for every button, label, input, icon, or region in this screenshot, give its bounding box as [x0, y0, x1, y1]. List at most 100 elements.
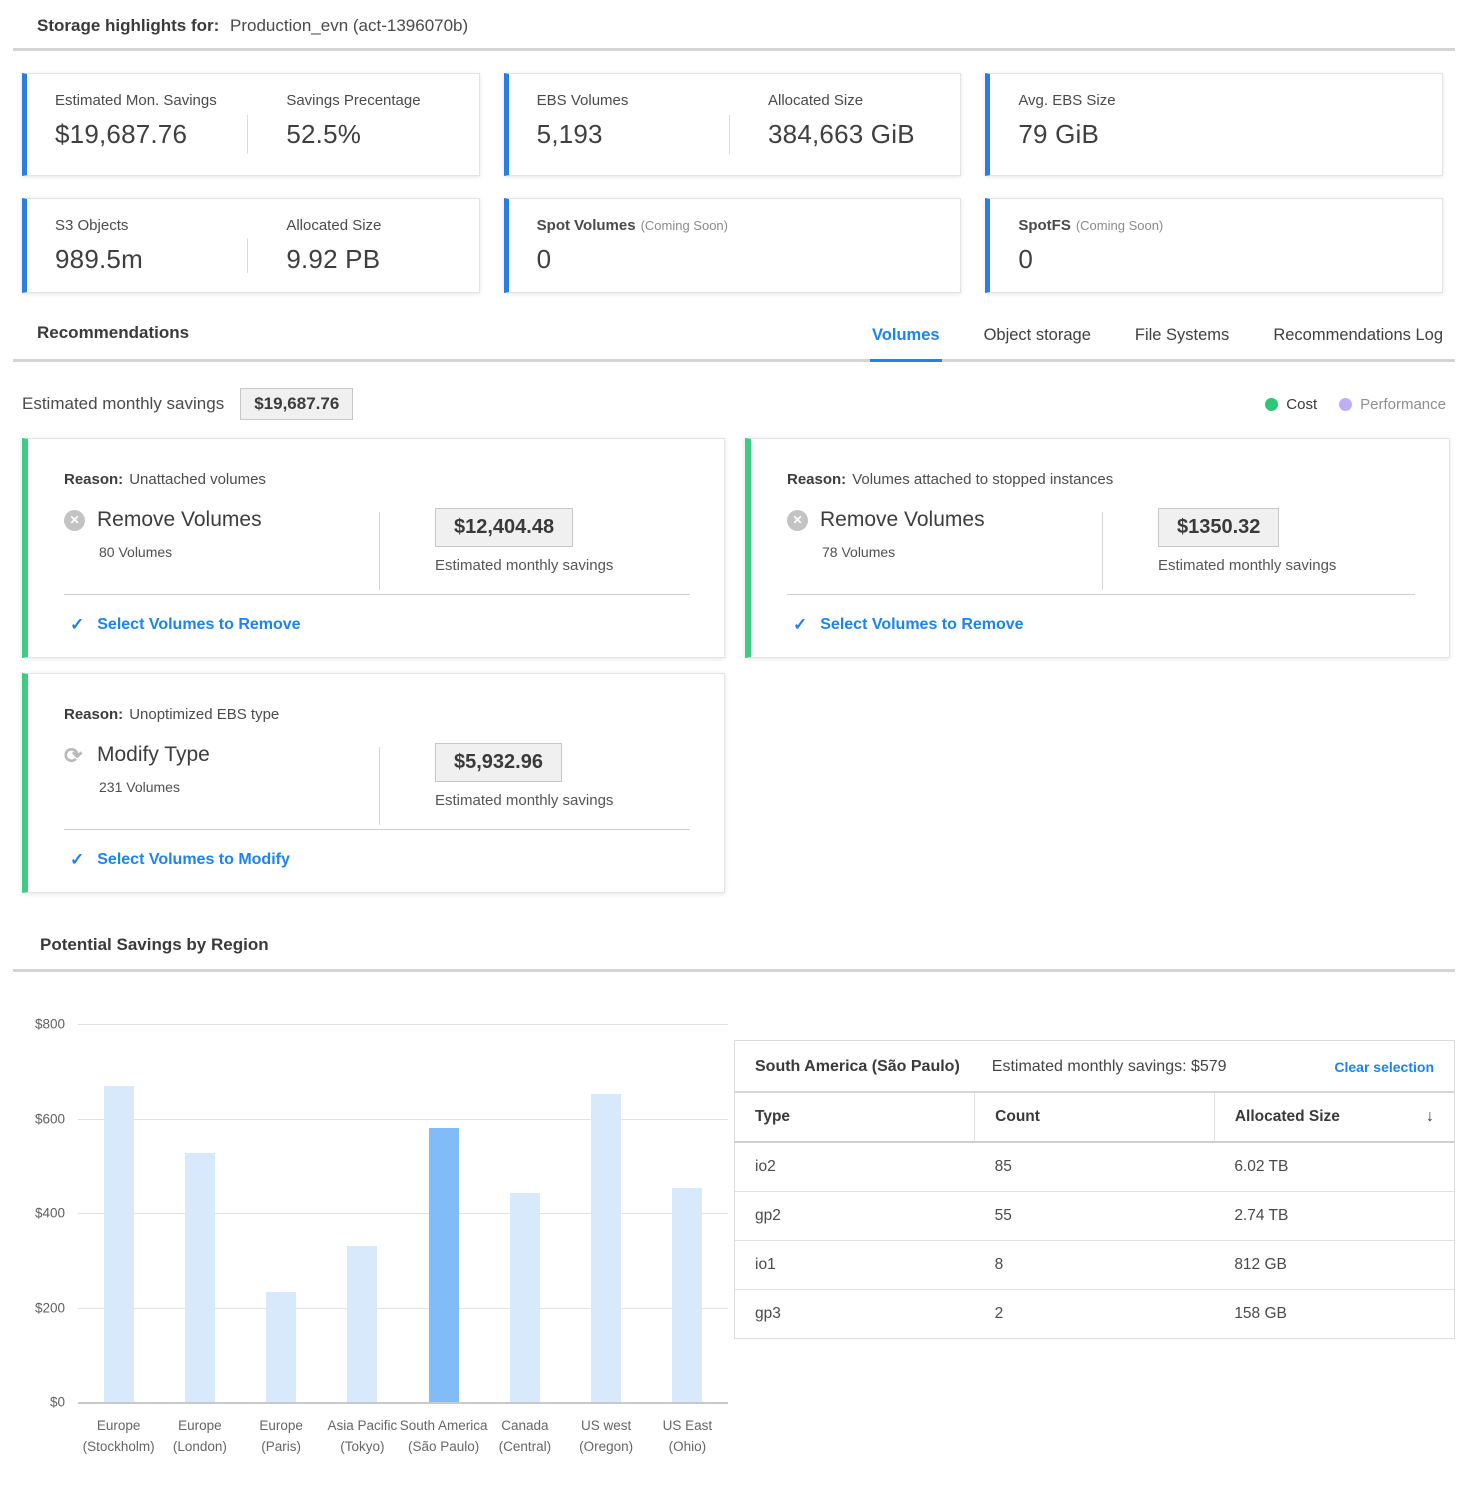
- legend-performance: Performance: [1339, 396, 1446, 413]
- x-label-line1: Europe: [178, 1418, 222, 1433]
- bar-europe-stockholm[interactable]: Europe (Stockholm): [83, 1024, 155, 1454]
- bar-europe-paris[interactable]: Europe (Paris): [259, 1024, 303, 1454]
- storage-dashboard: Storage highlights for: Production_evn (…: [0, 16, 1468, 1454]
- action-title: Remove Volumes: [820, 508, 985, 531]
- metric-value: 0: [536, 244, 552, 274]
- metric-value: 79 GiB: [1018, 119, 1100, 149]
- savings-summary: Estimated monthly savings $19,687.76: [22, 388, 354, 420]
- region-detail: South America (São Paulo) Estimated mont…: [734, 972, 1455, 1402]
- tab-recommendations-log[interactable]: Recommendations Log: [1273, 326, 1443, 344]
- reason-label: Reason:: [64, 706, 124, 723]
- region-section: $0 $200 $400 $600 $800 Europe (Stockholm…: [0, 972, 1468, 1454]
- bar[interactable]: [103, 1085, 134, 1402]
- x-label-line2: (São Paulo): [407, 1438, 480, 1454]
- metric-label: Estimated Mon. Savings: [55, 92, 217, 109]
- sort-descending-icon[interactable]: ↓: [1426, 1108, 1434, 1125]
- tab-file-systems[interactable]: File Systems: [1134, 326, 1230, 344]
- select-volumes-to-remove-link[interactable]: Select Volumes to Remove: [820, 616, 1024, 633]
- table-row: io2 85 6.02 TB: [735, 1142, 1454, 1192]
- action-line: ✕ Remove Volumes: [64, 508, 379, 532]
- bar-south-america-sao-paulo[interactable]: South America (São Paulo): [400, 1024, 488, 1454]
- y-tick-200: $200: [34, 1300, 65, 1315]
- card-divider: [1102, 512, 1103, 590]
- cell-type: io2: [735, 1142, 975, 1192]
- cell-count: 55: [974, 1191, 1215, 1241]
- rec-card-stopped-instances: Reason: Volumes attached to stopped insta…: [745, 438, 1450, 658]
- bar[interactable]: [509, 1193, 540, 1402]
- savings-summary-row: Estimated monthly savings $19,687.76 Cos…: [0, 362, 1468, 420]
- check-icon: ✓: [70, 850, 85, 869]
- column-allocated-size-label: Allocated Size: [1234, 1108, 1340, 1125]
- performance-dot-icon: [1339, 397, 1353, 411]
- bar[interactable]: [347, 1245, 378, 1402]
- metric-savings-percentage: Savings Precentage 52.5%: [248, 92, 478, 159]
- x-label: Asia Pacific (Tokyo): [297, 1416, 427, 1458]
- bar[interactable]: [591, 1093, 622, 1402]
- y-tick-600: $600: [34, 1111, 65, 1126]
- metric-ebs-volumes: EBS Volumes 5,193: [509, 92, 729, 159]
- stat-card-avg-ebs-size: Avg. EBS Size 79 GiB: [985, 73, 1443, 176]
- cost-dot-icon: [1265, 397, 1279, 411]
- x-label-line2: (Tokyo): [340, 1438, 385, 1454]
- x-label: Europe (London): [135, 1416, 265, 1458]
- metric-label-text: Spot Volumes: [536, 217, 636, 234]
- savings-caption: Estimated monthly savings: [1158, 557, 1337, 574]
- savings-amount: $12,404.48: [435, 508, 574, 547]
- metric-label: EBS Volumes: [536, 92, 629, 109]
- stat-cards: Estimated Mon. Savings $19,687.76 Saving…: [0, 51, 1468, 293]
- select-volumes-to-remove-link[interactable]: Select Volumes to Remove: [97, 616, 301, 633]
- volume-count: 80 Volumes: [99, 544, 173, 560]
- clear-selection-link[interactable]: Clear selection: [1334, 1059, 1434, 1075]
- region-detail-panel: South America (São Paulo) Estimated mont…: [734, 1040, 1455, 1339]
- metric-avg-ebs-size: Avg. EBS Size 79 GiB: [990, 92, 1442, 159]
- region-savings-title: Potential Savings by Region: [13, 935, 1455, 972]
- page-title: Storage highlights for:: [37, 16, 220, 35]
- metric-value: 0: [1018, 244, 1033, 274]
- bar-selected[interactable]: [428, 1128, 459, 1402]
- cell-allocated-size: 2.74 TB: [1214, 1191, 1454, 1241]
- bar-asia-pacific-tokyo[interactable]: Asia Pacific (Tokyo): [327, 1024, 397, 1454]
- recommendation-cards: Reason: Unattached volumes ✕ Remove Volum…: [0, 420, 1468, 893]
- bar[interactable]: [184, 1153, 215, 1402]
- x-label-line2: (Oregon): [579, 1438, 634, 1454]
- savings-column: $5,932.96 Estimated monthly savings: [380, 743, 613, 809]
- gridline-0: [78, 1402, 728, 1404]
- action-column: ⟳ Modify Type 231 Volumes: [64, 743, 379, 795]
- chart-legend: Cost Performance: [1265, 396, 1446, 413]
- column-type: Type: [735, 1093, 975, 1143]
- x-label: Canada (Central): [460, 1416, 590, 1458]
- tab-object-storage[interactable]: Object storage: [983, 326, 1091, 344]
- card-rule: [787, 594, 1415, 595]
- cell-allocated-size: 6.02 TB: [1214, 1142, 1454, 1192]
- cell-count: 8: [974, 1240, 1215, 1290]
- card-rule: [64, 594, 690, 595]
- cell-type: io1: [735, 1240, 975, 1290]
- reason-text: Unattached volumes: [129, 471, 266, 488]
- bar-us-west-oregon[interactable]: US west (Oregon): [579, 1024, 633, 1454]
- tab-volumes[interactable]: Volumes: [870, 326, 942, 362]
- volume-types-table: Type Count Allocated Size ↓ io2 85: [735, 1093, 1454, 1338]
- reason-label: Reason:: [787, 471, 847, 488]
- action-title: Remove Volumes: [97, 508, 262, 531]
- metric-label: SpotFS (Coming Soon): [1018, 217, 1442, 234]
- metric-divider: [247, 115, 249, 154]
- card-rule: [64, 829, 690, 830]
- column-allocated-size: Allocated Size ↓: [1213, 1093, 1454, 1143]
- bar-europe-london[interactable]: Europe (London): [173, 1024, 227, 1454]
- x-label: US East (Ohio): [622, 1416, 752, 1458]
- legend-cost-label: Cost: [1286, 395, 1318, 413]
- bar[interactable]: [266, 1291, 297, 1402]
- panel-header: South America (São Paulo) Estimated mont…: [735, 1041, 1454, 1093]
- x-label: South America (São Paulo): [379, 1416, 509, 1458]
- savings-amount: $5,932.96: [435, 743, 562, 782]
- bar-canada-central[interactable]: Canada (Central): [499, 1024, 551, 1454]
- action-title: Modify Type: [97, 743, 210, 766]
- reason-label: Reason:: [64, 471, 124, 488]
- cell-type: gp2: [735, 1191, 975, 1241]
- recommendations-title: Recommendations: [37, 323, 190, 342]
- cell-count: 85: [974, 1142, 1215, 1192]
- metric-s3-objects: S3 Objects 989.5m: [27, 217, 247, 276]
- bar[interactable]: [672, 1187, 703, 1402]
- select-volumes-to-modify-link[interactable]: Select Volumes to Modify: [97, 851, 290, 868]
- bar-us-east-ohio[interactable]: US East (Ohio): [663, 1024, 712, 1454]
